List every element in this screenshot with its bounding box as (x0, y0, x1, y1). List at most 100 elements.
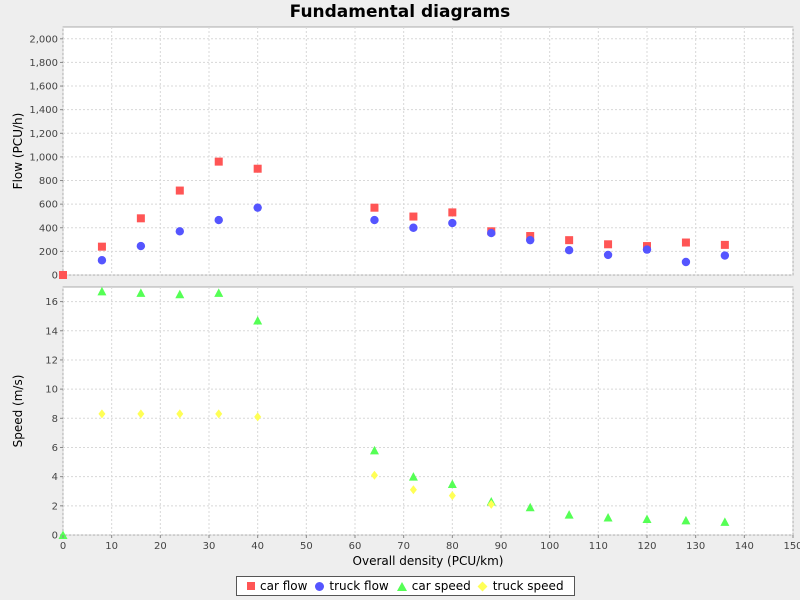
y-axis-label: Flow (PCU/h) (11, 113, 25, 190)
y-tick-label: 14 (45, 326, 58, 337)
point-car-flow (59, 271, 67, 279)
legend-marker-circle-icon (315, 581, 325, 591)
x-tick-label: 100 (540, 541, 559, 552)
x-tick-label: 150 (783, 541, 800, 552)
legend-label: car flow (260, 579, 308, 593)
point-truck-speed (487, 499, 495, 509)
point-car-speed (214, 288, 224, 297)
y-tick-label: 2 (52, 501, 58, 512)
legend-item: truck flow (315, 579, 389, 593)
point-car-flow (97, 242, 106, 251)
y-tick-label: 1,600 (29, 82, 58, 93)
point-car-speed (603, 512, 613, 522)
point-truck-flow (253, 203, 262, 212)
point-truck-flow (448, 218, 457, 228)
y-axis-label: Speed (m/s) (11, 375, 25, 448)
x-tick-label: 90 (495, 541, 508, 552)
x-tick-label: 20 (154, 541, 167, 552)
point-car-flow (681, 238, 690, 247)
x-tick-label: 50 (300, 541, 313, 552)
point-truck-flow (603, 250, 613, 260)
y-tick-label: 1,800 (29, 58, 58, 69)
point-truck-flow (409, 223, 418, 232)
legend-label: truck speed (492, 579, 564, 593)
point-car-speed (564, 510, 574, 519)
y-tick-label: 12 (45, 355, 58, 366)
x-tick-label: 60 (349, 541, 362, 552)
point-truck-flow (487, 228, 496, 238)
point-car-speed (447, 479, 457, 488)
y-tick-label: 2,000 (29, 34, 58, 45)
point-truck-speed (98, 409, 106, 419)
legend: car flow truck flow car speed truck speed (236, 576, 575, 596)
point-truck-speed (215, 409, 223, 419)
point-car-flow (604, 240, 613, 249)
y-tick-label: 600 (39, 200, 58, 211)
x-tick-label: 140 (735, 541, 754, 552)
point-car-speed (642, 514, 652, 523)
point-truck-speed (370, 470, 378, 480)
point-car-flow (720, 240, 729, 249)
point-car-flow (409, 212, 418, 221)
point-truck-speed (409, 485, 417, 495)
x-tick-label: 0 (60, 541, 66, 552)
x-tick-label: 30 (203, 541, 216, 552)
y-tick-label: 0 (52, 271, 58, 282)
point-truck-flow (97, 256, 107, 265)
point-car-speed (97, 286, 107, 296)
legend-item: car flow (247, 579, 307, 593)
point-car-flow (214, 157, 223, 166)
point-car-flow (448, 208, 457, 217)
x-tick-label: 80 (446, 541, 459, 552)
legend-marker-diamond-icon (477, 581, 488, 591)
point-car-speed (136, 288, 146, 297)
point-car-flow (565, 236, 574, 245)
y-tick-label: 4 (52, 472, 58, 483)
point-car-speed (525, 502, 535, 512)
point-truck-flow (642, 245, 652, 254)
y-tick-label: 1,400 (29, 105, 58, 116)
x-tick-label: 40 (251, 541, 264, 552)
point-car-speed (681, 515, 691, 525)
x-tick-label: 70 (397, 541, 410, 552)
point-car-speed (253, 316, 263, 325)
y-tick-label: 8 (52, 414, 58, 425)
legend-marker-triangle-icon (396, 581, 407, 591)
point-truck-speed (254, 412, 262, 422)
legend-label: truck flow (329, 579, 389, 593)
point-truck-flow (564, 246, 574, 255)
x-axis-label: Overall density (PCU/km) (353, 554, 504, 568)
chart-title: Fundamental diagrams (289, 2, 511, 22)
x-tick-label: 10 (105, 541, 118, 552)
y-tick-label: 200 (39, 247, 58, 258)
y-tick-label: 6 (52, 443, 58, 454)
point-car-speed (58, 530, 68, 539)
point-car-flow (175, 186, 184, 195)
point-car-flow (253, 164, 262, 173)
point-car-speed (175, 289, 185, 299)
y-tick-label: 1,200 (29, 129, 58, 140)
y-tick-label: 16 (45, 297, 58, 308)
y-tick-label: 10 (45, 385, 58, 396)
point-car-speed (720, 517, 730, 526)
x-tick-label: 110 (589, 541, 608, 552)
point-truck-speed (176, 409, 184, 419)
legend-label: car speed (411, 579, 471, 593)
legend-item: truck speed (477, 579, 564, 593)
point-truck-speed (137, 409, 145, 419)
y-tick-label: 800 (39, 176, 58, 187)
point-truck-flow (175, 227, 184, 236)
point-truck-flow (526, 235, 535, 245)
point-truck-flow (214, 215, 223, 225)
point-truck-flow (136, 241, 146, 251)
plot-panel-0 (62, 26, 794, 276)
y-tick-label: 1,000 (29, 152, 58, 163)
point-car-speed (369, 445, 379, 455)
plot-panel-1 (62, 286, 794, 536)
point-truck-flow (720, 251, 730, 260)
legend-item: car speed (396, 579, 471, 593)
point-truck-flow (370, 215, 379, 225)
point-truck-flow (681, 257, 691, 267)
x-tick-label: 120 (637, 541, 656, 552)
